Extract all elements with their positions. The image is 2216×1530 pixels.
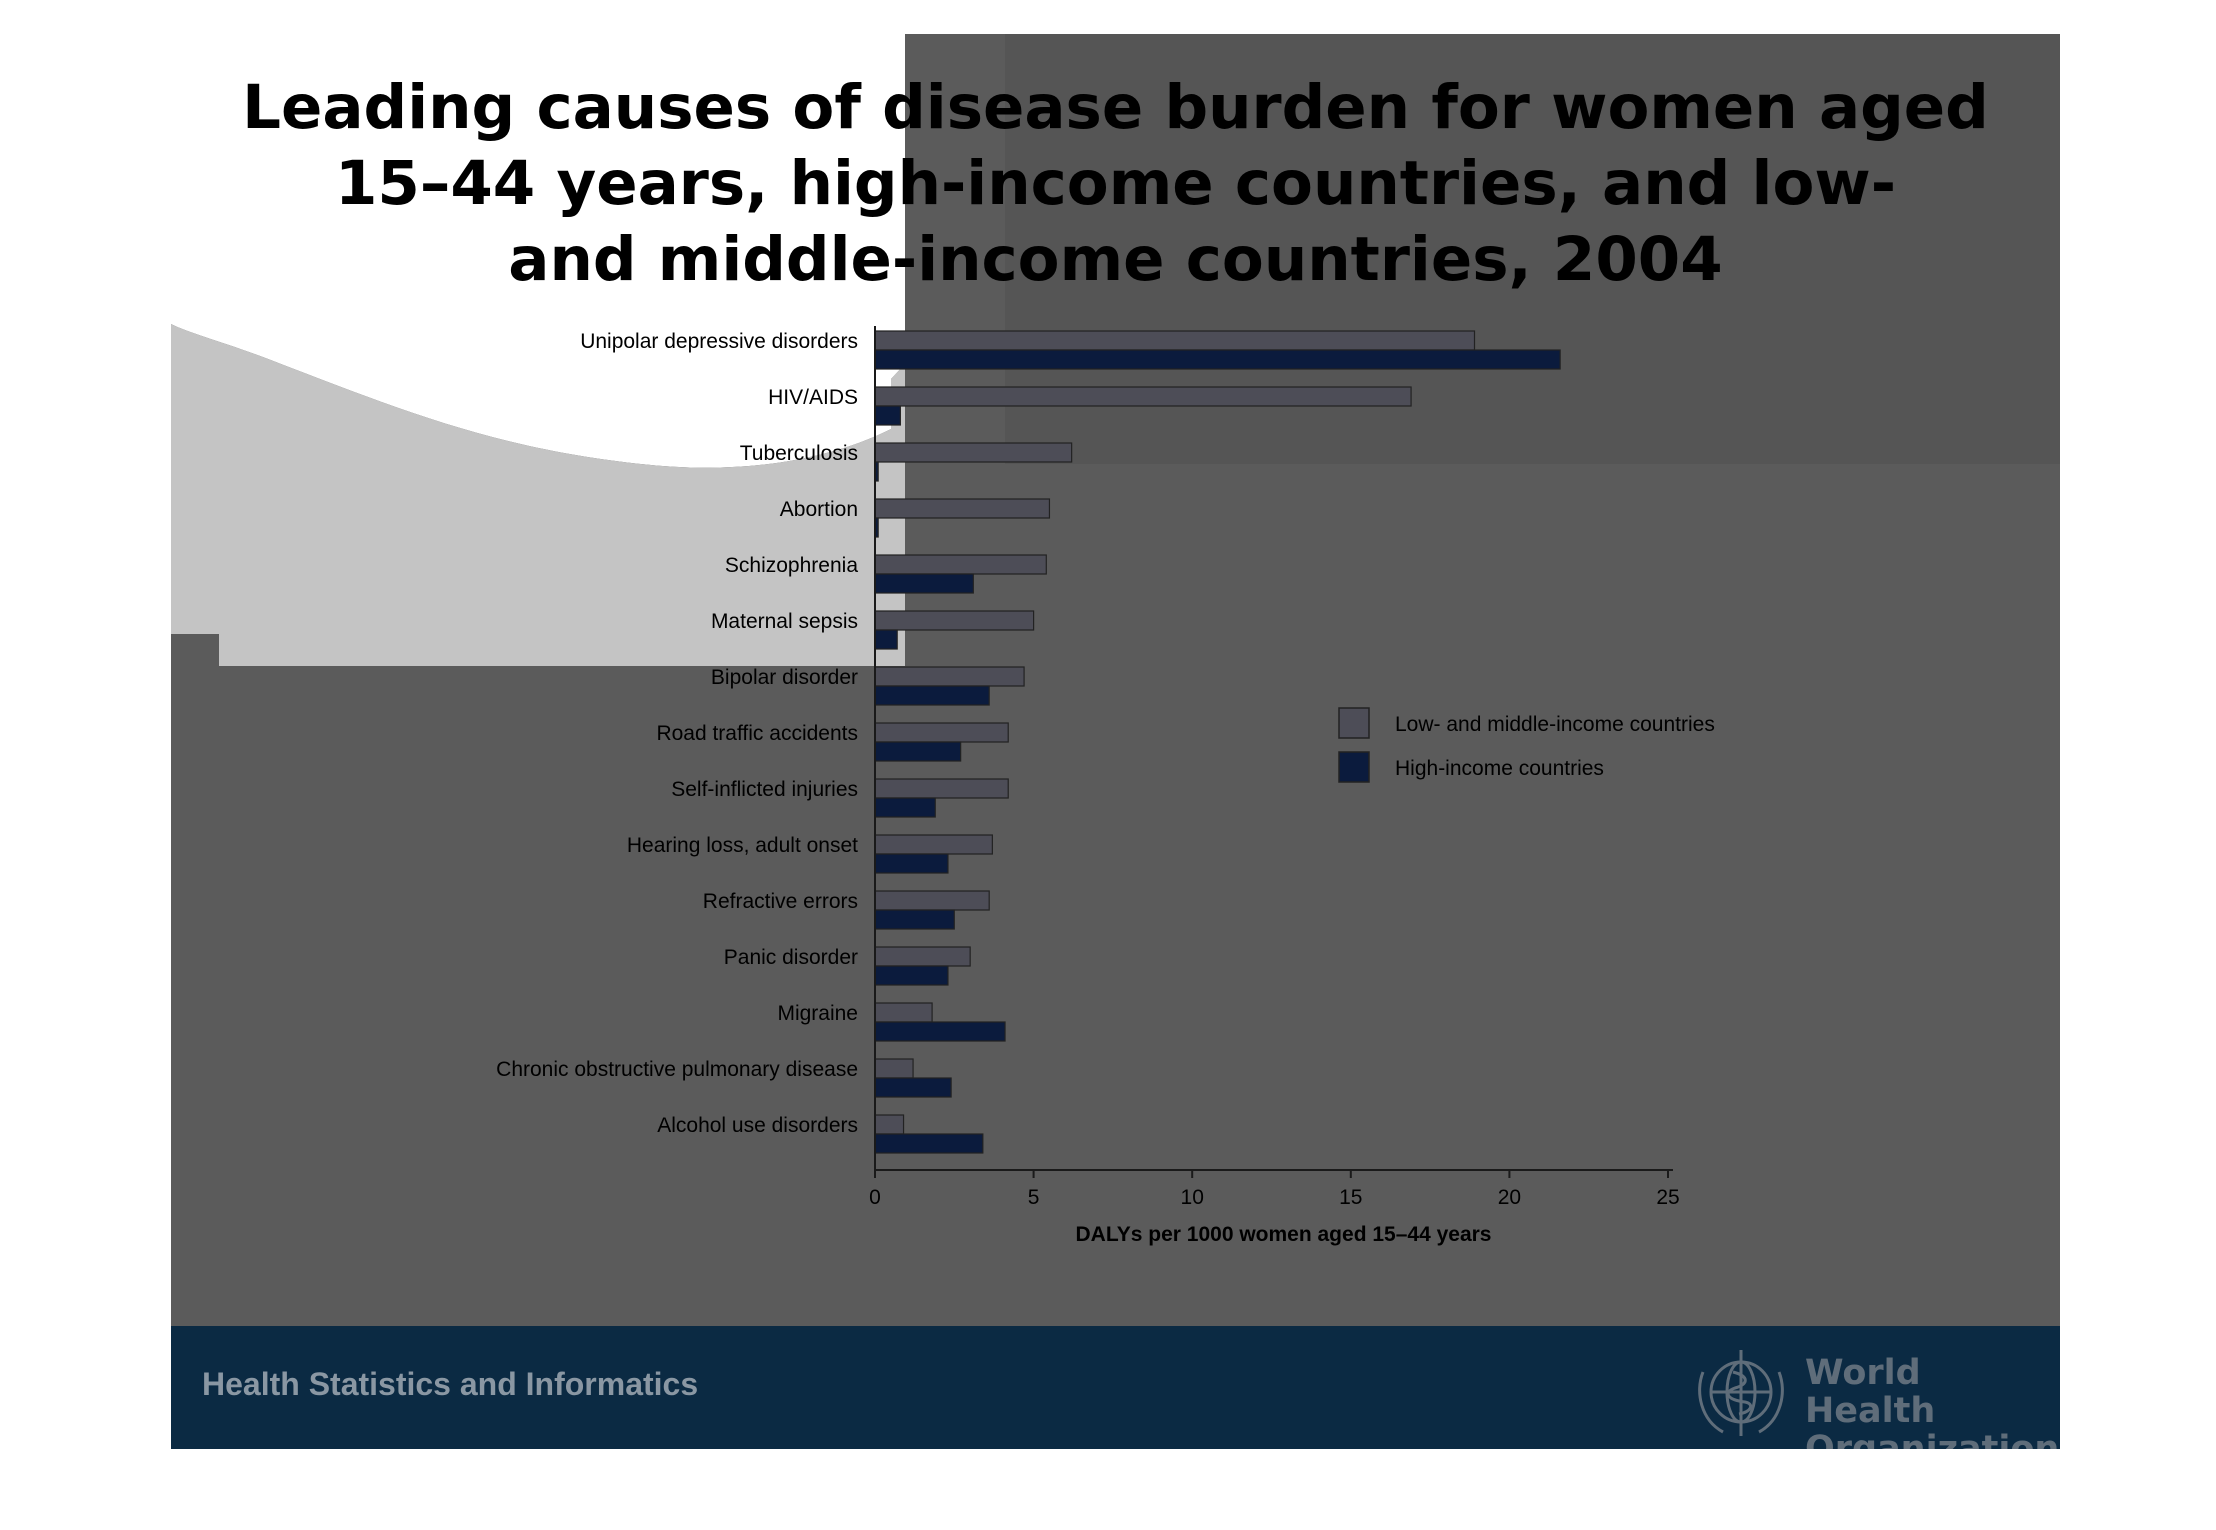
title-line-2: 15–44 years, high-income countries, and … bbox=[334, 148, 1897, 219]
bar-high-income-15 bbox=[874, 1133, 984, 1154]
bar-high-income-14 bbox=[874, 1077, 952, 1098]
title-line-3: and middle-income countries, 2004 bbox=[508, 224, 1723, 295]
category-label: Tuberculosis bbox=[740, 442, 858, 465]
footer-text: Health Statistics and Informatics bbox=[202, 1366, 699, 1402]
category-label: Schizophrenia bbox=[725, 554, 858, 577]
x-axis-title: DALYs per 1000 women aged 15–44 years bbox=[1076, 1223, 1492, 1246]
bar-high-income-2 bbox=[874, 405, 901, 426]
bar-low-middle-income-15 bbox=[874, 1114, 905, 1135]
legend-swatch-low-middle-income bbox=[1338, 707, 1370, 739]
x-axis-ticks: 0 5 10 15 20 25 bbox=[869, 1170, 1680, 1209]
category-label: Panic disorder bbox=[724, 946, 858, 969]
bar-low-middle-income-7 bbox=[874, 666, 1025, 687]
category-label: Hearing loss, adult onset bbox=[627, 834, 858, 857]
organization-name-line-2: Organization bbox=[1805, 1429, 2060, 1449]
x-tick-label: 15 bbox=[1339, 1186, 1362, 1209]
legend: Low- and middle-income countries High-in… bbox=[1338, 707, 1715, 783]
organization-name: World Health Organization bbox=[1805, 1354, 2060, 1449]
who-emblem-icon bbox=[1698, 1350, 1784, 1436]
organization-name-line-1: World Health bbox=[1805, 1353, 1936, 1431]
bar-high-income-1 bbox=[874, 349, 1561, 370]
bar-chart: Unipolar depressive disorders HIV/AIDS Tub… bbox=[496, 326, 1715, 1246]
category-label: Road traffic accidents bbox=[656, 722, 858, 745]
bar-high-income-5 bbox=[874, 573, 974, 594]
bar-high-income-13 bbox=[874, 1021, 1006, 1042]
category-label: Migraine bbox=[777, 1002, 858, 1025]
category-label: Abortion bbox=[780, 498, 858, 521]
bar-high-income-8 bbox=[874, 741, 962, 762]
grey-swoosh-band bbox=[171, 324, 905, 666]
bar-low-middle-income-13 bbox=[874, 1002, 933, 1023]
slide-title: Leading causes of disease burden for wom… bbox=[171, 70, 2060, 298]
category-labels: Unipolar depressive disorders HIV/AIDS Tub… bbox=[496, 330, 858, 1137]
footer-bar: Health Statistics and Informatics World … bbox=[171, 1326, 2060, 1449]
bar-high-income-10 bbox=[874, 853, 949, 874]
bar-high-income-12 bbox=[874, 965, 949, 986]
title-line-1: Leading causes of disease burden for wom… bbox=[242, 72, 1989, 143]
bar-low-middle-income-14 bbox=[874, 1058, 914, 1079]
white-swoosh-shape bbox=[171, 34, 905, 468]
category-label: Maternal sepsis bbox=[711, 610, 858, 633]
bar-low-middle-income-3 bbox=[874, 442, 1073, 463]
category-label: Bipolar disorder bbox=[711, 666, 858, 689]
legend-label-low-middle-income: Low- and middle-income countries bbox=[1395, 713, 1715, 736]
bar-low-middle-income-10 bbox=[874, 834, 993, 855]
bars-group bbox=[874, 330, 1561, 1154]
bar-high-income-11 bbox=[874, 909, 955, 930]
x-tick-label: 20 bbox=[1498, 1186, 1521, 1209]
category-label: Unipolar depressive disorders bbox=[580, 330, 858, 353]
legend-swatch-high-income bbox=[1338, 751, 1370, 783]
bar-low-middle-income-11 bbox=[874, 890, 990, 911]
category-label: Self-inflicted injuries bbox=[671, 778, 858, 801]
bar-low-middle-income-4 bbox=[874, 498, 1051, 519]
x-tick-label: 25 bbox=[1656, 1186, 1679, 1209]
category-label: Chronic obstructive pulmonary disease bbox=[496, 1058, 858, 1081]
bar-high-income-9 bbox=[874, 797, 936, 818]
bar-high-income-7 bbox=[874, 685, 990, 706]
x-tick-label: 5 bbox=[1028, 1186, 1040, 1209]
bar-low-middle-income-2 bbox=[874, 386, 1412, 407]
x-tick-label: 0 bbox=[869, 1186, 881, 1209]
bar-low-middle-income-1 bbox=[874, 330, 1476, 351]
category-label: HIV/AIDS bbox=[768, 386, 858, 409]
bar-low-middle-income-12 bbox=[874, 946, 971, 967]
category-label: Alcohol use disorders bbox=[657, 1114, 858, 1137]
bar-low-middle-income-8 bbox=[874, 722, 1009, 743]
slide: Leading causes of disease burden for wom… bbox=[171, 34, 2060, 1449]
bar-low-middle-income-5 bbox=[874, 554, 1047, 575]
legend-label-high-income: High-income countries bbox=[1395, 757, 1604, 780]
bar-low-middle-income-6 bbox=[874, 610, 1035, 631]
bar-low-middle-income-9 bbox=[874, 778, 1009, 799]
slide-background-shapes bbox=[171, 34, 2060, 666]
x-tick-label: 10 bbox=[1181, 1186, 1204, 1209]
category-label: Refractive errors bbox=[703, 890, 858, 913]
bar-high-income-6 bbox=[874, 629, 898, 650]
